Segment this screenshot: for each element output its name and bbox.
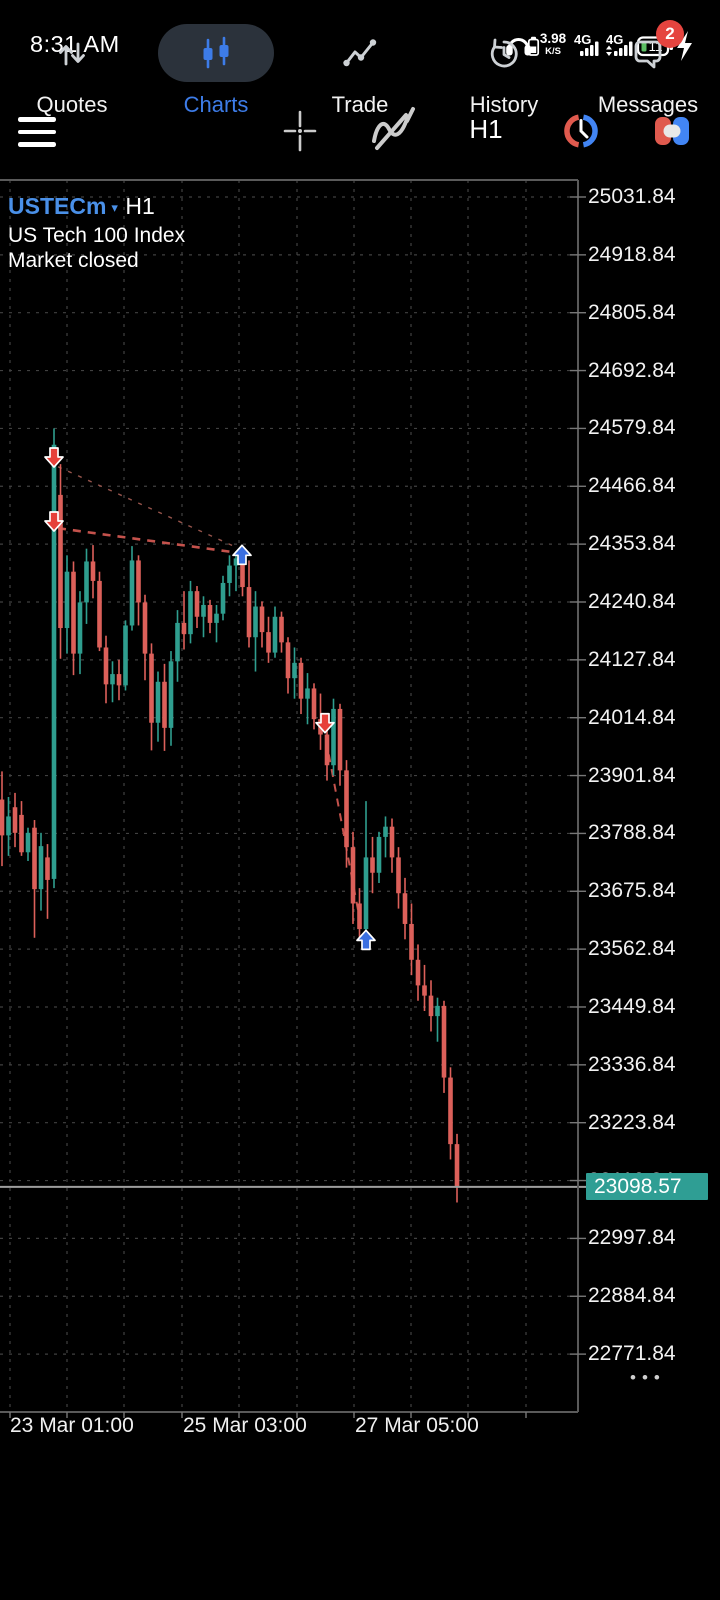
toolbar-icons — [283, 107, 689, 152]
price-axis-label: 24240.84 — [588, 589, 676, 613]
sessions-clock-button[interactable] — [564, 114, 598, 148]
nav-item-trade[interactable]: Trade — [288, 0, 432, 148]
price-axis-label: 23449.84 — [588, 994, 676, 1018]
nav-item-quotes[interactable]: Quotes — [0, 0, 144, 148]
symbol-selector[interactable]: USTECm ▾ — [8, 193, 125, 219]
header-timeframe: H1 — [125, 193, 155, 219]
price-axis-label: 24579.84 — [588, 416, 676, 440]
candlestick-icon — [203, 36, 229, 69]
active-tab-pill — [158, 24, 274, 82]
sell-arrow-marker — [44, 511, 64, 532]
charging-bolt-icon — [677, 31, 692, 61]
price-axis-label: 24014.84 — [588, 705, 676, 729]
chart-header: USTECm ▾ H1 US Tech 100 Index Market clos… — [8, 193, 186, 274]
nav-item-messages[interactable]: 2 Messages — [576, 0, 720, 148]
sell-arrow-marker — [315, 712, 335, 734]
price-axis-label: 22771.84 — [588, 1342, 676, 1366]
price-axis-label: 23562.84 — [588, 937, 676, 961]
nav-item-history[interactable]: History — [432, 0, 576, 148]
time-axis-label: 25 Mar 03:00 — [183, 1414, 307, 1437]
price-axis-label: 25031.84 — [588, 185, 676, 208]
symbol-description: US Tech 100 Index — [8, 223, 186, 247]
buy-arrow-marker — [232, 544, 252, 566]
buy-arrow-marker — [356, 929, 376, 951]
status-time: 8:31 AM — [30, 31, 120, 57]
sim1-network-type: 4G — [574, 32, 592, 47]
price-axis-label: 23901.84 — [588, 763, 676, 787]
symbol-name: USTECm — [8, 193, 107, 219]
price-axis-label: 24805.84 — [588, 300, 676, 324]
timeframe-button[interactable]: H1 — [469, 114, 503, 144]
nav-item-charts[interactable]: Charts — [144, 0, 288, 148]
menu-button[interactable] — [0, 100, 80, 162]
price-axis-label: 24353.84 — [588, 532, 676, 556]
quotes-arrows-icon — [59, 42, 85, 66]
price-axis-label: 24127.84 — [588, 647, 676, 671]
network-speed: 3.98 K/S — [539, 31, 567, 57]
price-axis-label: 24918.84 — [588, 242, 676, 266]
time-axis-label: 23 Mar 01:00 — [10, 1414, 134, 1437]
hamburger-icon — [18, 117, 56, 122]
sell-arrow-marker — [44, 447, 64, 468]
price-axis-label: 22997.84 — [588, 1226, 676, 1250]
chevron-down-icon: ▾ — [111, 200, 118, 215]
sim2-signal-icon — [606, 41, 633, 56]
price-axis-label: 23336.84 — [588, 1052, 676, 1076]
current-price-tag: 23098.57 — [586, 1173, 708, 1200]
bottom-navigation: Quotes Charts Trade — [0, 0, 720, 148]
time-axis-label: 27 Mar 05:00 — [355, 1414, 479, 1437]
trade-pulse-icon — [343, 39, 377, 67]
price-axis-more-button[interactable]: ••• — [630, 1368, 666, 1387]
history-clock-icon — [490, 38, 518, 68]
price-axis-label: 23675.84 — [588, 879, 676, 903]
device-battery-icon — [527, 36, 540, 56]
sim1-signal-icon — [580, 41, 599, 56]
status-icons — [506, 31, 692, 61]
market-status: Market closed — [8, 249, 139, 272]
price-axis-label: 22884.84 — [588, 1284, 676, 1308]
price-axis-label: 24466.84 — [588, 474, 676, 498]
price-axis-label: 24692.84 — [588, 358, 676, 382]
price-axis-label: 23223.84 — [588, 1110, 676, 1134]
messages-badge: 2 — [656, 20, 684, 48]
objects-button[interactable] — [655, 117, 689, 145]
crosshair-button[interactable] — [283, 110, 317, 152]
sim2-network-type: 4G — [606, 32, 624, 47]
indicators-button[interactable] — [372, 107, 415, 150]
price-axis-label: 23788.84 — [588, 821, 676, 845]
